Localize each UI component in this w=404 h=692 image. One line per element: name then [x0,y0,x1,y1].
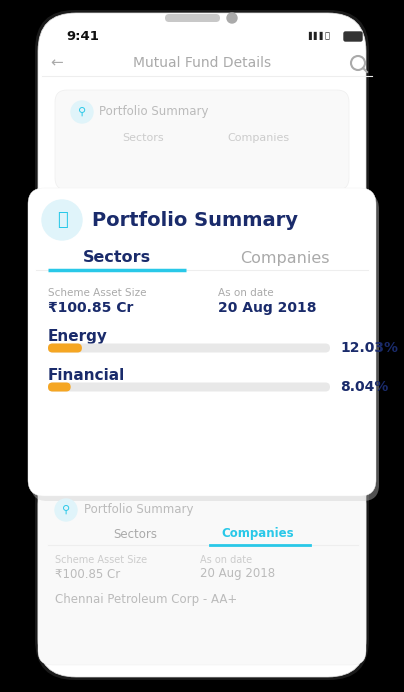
Text: 9:41: 9:41 [66,30,99,42]
Text: Scheme Asset Size: Scheme Asset Size [48,288,147,298]
FancyBboxPatch shape [31,193,379,501]
Text: ₹100.85 Cr: ₹100.85 Cr [55,567,120,581]
Text: Sectors: Sectors [83,251,151,266]
Text: Mutual Fund Details: Mutual Fund Details [133,56,271,70]
Text: Energy: Energy [48,329,108,343]
FancyBboxPatch shape [35,10,369,680]
Circle shape [71,101,93,123]
Text: Scheme Asset Size: Scheme Asset Size [55,555,147,565]
Text: ▌▌▌: ▌▌▌ [308,32,326,41]
Text: ₹100.85 Cr: ₹100.85 Cr [48,301,133,315]
Circle shape [227,13,237,23]
Text: ⛿: ⛿ [57,211,67,229]
FancyBboxPatch shape [38,13,366,677]
Text: Portfolio Summary: Portfolio Summary [99,105,208,118]
FancyBboxPatch shape [344,32,362,41]
Text: 20 Aug 2018: 20 Aug 2018 [218,301,316,315]
Text: Sectors: Sectors [122,133,164,143]
Text: Chennai Petroleum Corp - AA+: Chennai Petroleum Corp - AA+ [55,594,237,606]
Text: ⚲: ⚲ [78,107,86,117]
FancyBboxPatch shape [48,383,71,392]
FancyBboxPatch shape [38,490,366,665]
Text: Companies: Companies [240,251,330,266]
Text: 20 Aug 2018: 20 Aug 2018 [200,567,275,581]
Text: Financial: Financial [48,367,125,383]
Text: Companies: Companies [222,527,294,540]
Text: Companies: Companies [227,133,289,143]
Text: ⚲: ⚲ [62,505,70,515]
Text: ←: ← [50,55,63,71]
Text: Portfolio Summary: Portfolio Summary [92,210,298,230]
Text: 8.04%: 8.04% [340,380,388,394]
FancyBboxPatch shape [48,383,330,392]
Text: As on date: As on date [200,555,252,565]
FancyBboxPatch shape [55,90,349,190]
FancyBboxPatch shape [48,343,82,352]
Text: ꩜: ꩜ [325,32,330,41]
Circle shape [42,200,82,240]
FancyBboxPatch shape [28,188,376,496]
Text: 12.03%: 12.03% [340,341,398,355]
FancyBboxPatch shape [48,343,330,352]
Text: As on date: As on date [218,288,274,298]
Circle shape [55,499,77,521]
Text: Portfolio Summary: Portfolio Summary [84,504,194,516]
Text: Sectors: Sectors [113,527,157,540]
FancyBboxPatch shape [165,14,220,22]
